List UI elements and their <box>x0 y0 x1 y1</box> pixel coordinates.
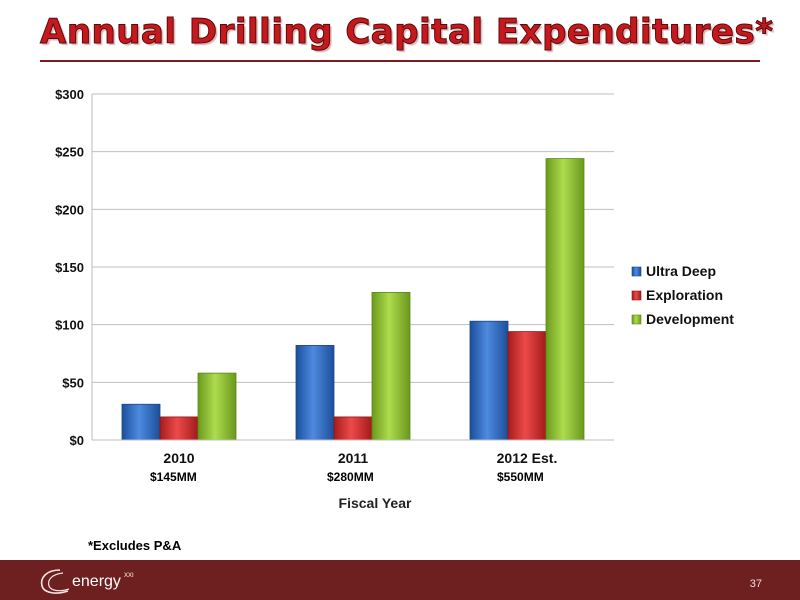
total-2011: $280MM <box>327 470 374 484</box>
y-tick-label: $300 <box>55 87 84 102</box>
bar-chart: $0 $50 $100 $150 $200 $250 $300 2010 2011 2012 E… <box>55 87 734 511</box>
energy-xxi-logo: energy XXI <box>40 569 134 594</box>
footnote: *Excludes P&A <box>88 538 182 553</box>
bar-ultra-deep-1 <box>295 345 335 441</box>
legend-label: Exploration <box>646 287 723 303</box>
x-axis-title: Fiscal Year <box>339 495 412 511</box>
legend-label: Ultra Deep <box>646 263 716 279</box>
y-tick-label: $200 <box>55 202 84 217</box>
svg-text:energy: energy <box>72 573 121 590</box>
bar-development-0 <box>197 372 237 441</box>
y-axis-ticks: $0 $50 $100 $150 $200 $250 $300 <box>55 87 84 448</box>
total-2010: $145MM <box>150 470 197 484</box>
bar-development-1 <box>371 291 411 441</box>
bar-ultra-deep-2 <box>469 320 509 441</box>
bar-exploration-1 <box>333 416 373 441</box>
legend-swatch <box>631 266 642 277</box>
y-tick-label: $100 <box>55 318 84 333</box>
y-tick-label: $150 <box>55 260 84 275</box>
footer-bar <box>0 560 800 600</box>
y-tick-label: $250 <box>55 145 84 160</box>
title-divider <box>40 60 760 62</box>
legend: Ultra Deep Exploration Development <box>631 263 734 327</box>
y-tick-label: $50 <box>62 375 84 390</box>
bar-ultra-deep-0 <box>121 403 161 441</box>
slide-title: Annual Drilling Capital Expenditures* <box>39 12 774 53</box>
bar-development-2 <box>545 158 585 441</box>
bars-group <box>121 158 585 441</box>
y-tick-label: $0 <box>70 433 84 448</box>
legend-swatch <box>631 290 642 301</box>
legend-swatch <box>631 314 642 325</box>
x-tick-label: 2011 <box>338 450 369 466</box>
svg-text:XXI: XXI <box>124 573 134 579</box>
page-number: 37 <box>749 578 762 590</box>
legend-label: Development <box>646 311 734 327</box>
bar-exploration-0 <box>159 416 199 441</box>
bar-exploration-2 <box>507 331 547 441</box>
x-axis-ticks: 2010 2011 2012 Est. <box>163 450 557 466</box>
total-2012: $550MM <box>497 470 544 484</box>
x-tick-label: 2010 <box>163 450 194 466</box>
x-tick-label: 2012 Est. <box>497 450 558 466</box>
